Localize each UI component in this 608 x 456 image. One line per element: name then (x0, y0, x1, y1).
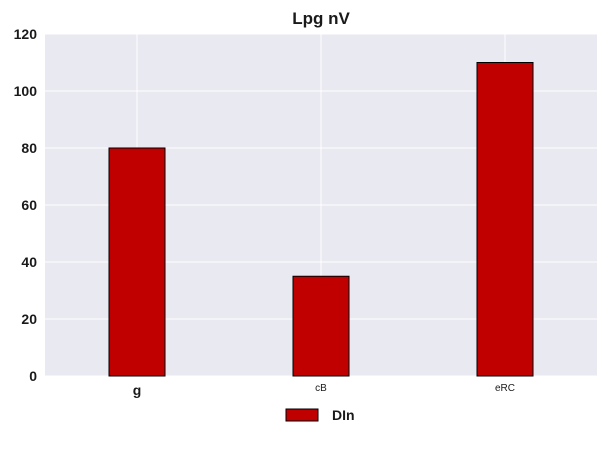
y-tick-label: 0 (29, 368, 37, 384)
y-tick-label: 40 (21, 254, 37, 270)
legend-label: DIn (332, 407, 355, 423)
chart-title: Lpg nV (292, 9, 350, 28)
bar (476, 62, 534, 377)
y-tick-label: 120 (14, 26, 38, 42)
legend-swatch (285, 408, 319, 422)
bars (108, 62, 534, 377)
bar (292, 275, 350, 377)
y-tick-label: 100 (14, 83, 38, 99)
x-tick-label: g (133, 382, 142, 398)
y-axis-ticks: 0 20 40 60 80 100 120 (14, 26, 38, 384)
bar (108, 147, 166, 377)
legend: DIn (285, 407, 355, 423)
y-tick-label: 60 (21, 197, 37, 213)
y-tick-label: 80 (21, 140, 37, 156)
x-tick-label: cB (315, 383, 327, 394)
x-tick-label: eRC (495, 383, 515, 394)
x-axis-ticks: g cB eRC (133, 382, 515, 398)
y-tick-label: 20 (21, 311, 37, 327)
